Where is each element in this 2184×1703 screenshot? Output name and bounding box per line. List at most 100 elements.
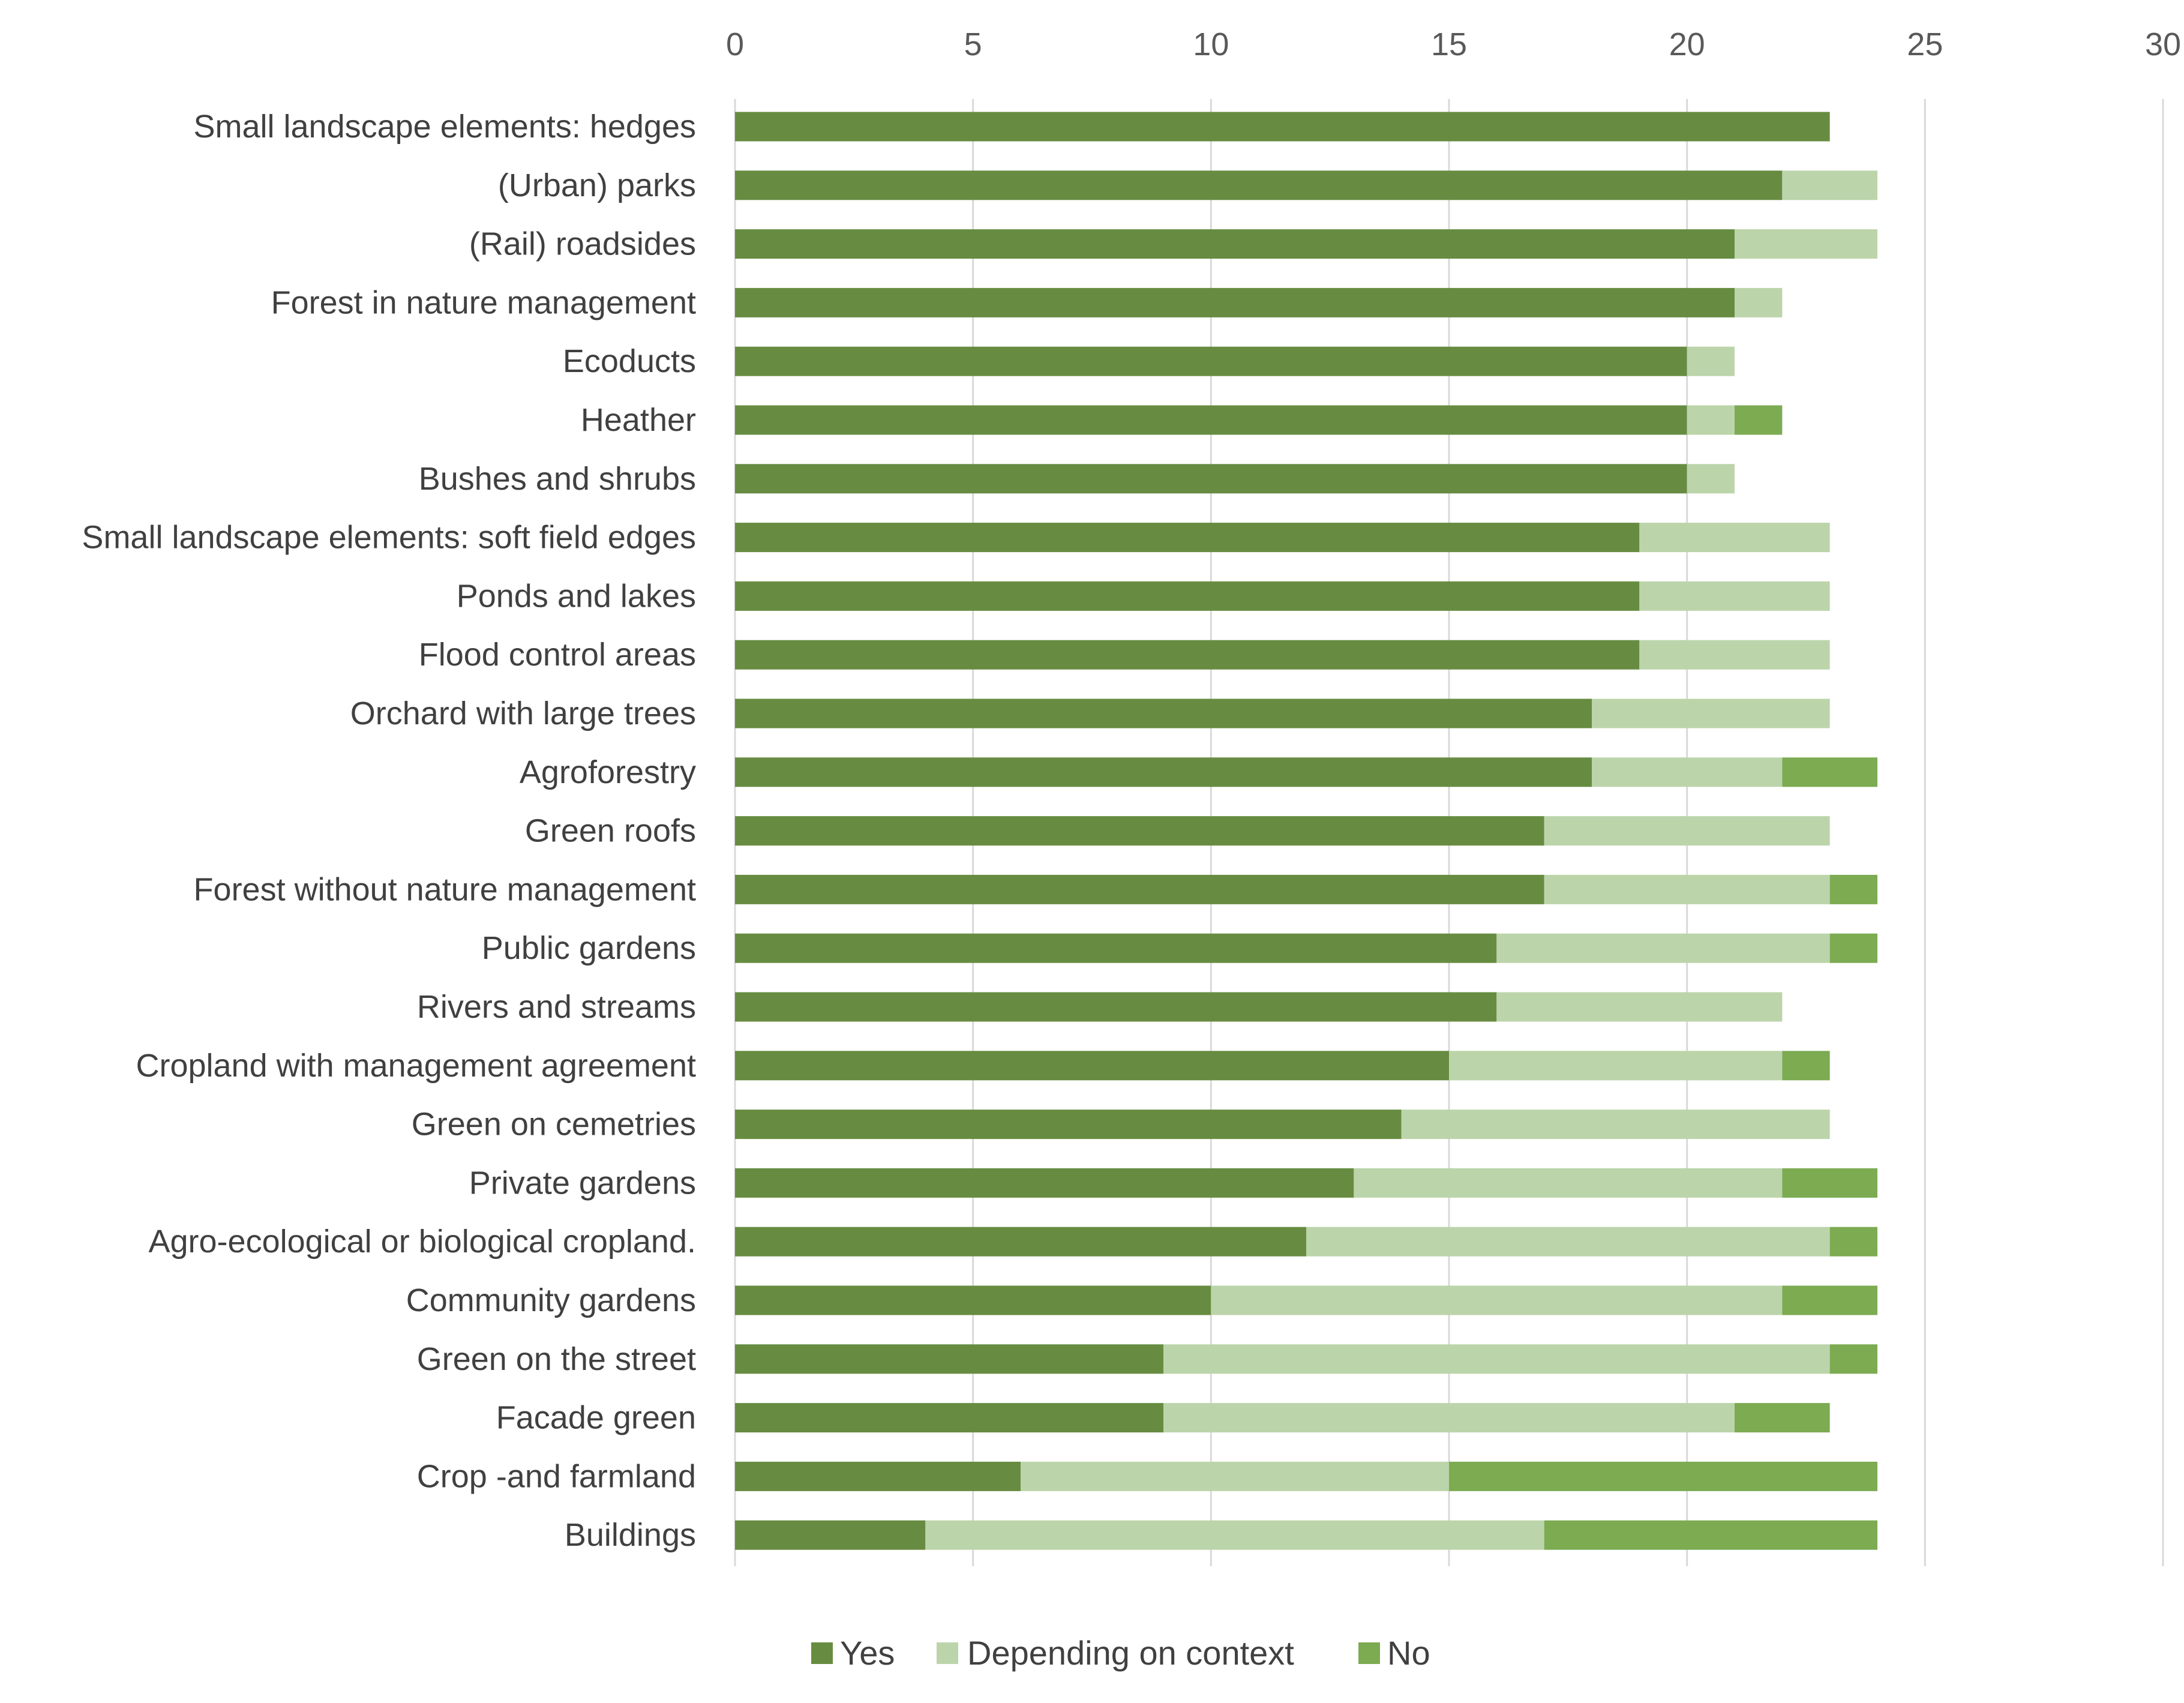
bar-segment-depending-on-context [1639,523,1830,553]
bar-segment-depending-on-context [1687,346,1735,376]
bar-segment-depending-on-context [1544,874,1830,904]
bar-segment-depending-on-context [1496,992,1783,1022]
bar-segment-no [1735,405,1783,435]
legend-label: Yes [840,1634,895,1672]
bar-segment-yes [735,581,1640,611]
x-tick-label: 15 [1431,26,1467,62]
category-label: Ponds and lakes [457,578,696,614]
bar-segment-yes [735,170,1783,200]
x-tick-label: 5 [964,26,982,62]
bar-segment-yes [735,874,1544,904]
bar-segment-depending-on-context [1592,757,1783,787]
bar-segment-yes [735,464,1687,494]
bar-segment-depending-on-context [1496,933,1830,963]
category-label: Private gardens [469,1165,696,1201]
bar-segment-depending-on-context [1639,581,1830,611]
bar-segment-no [1782,1168,1877,1198]
bar-segment-yes [735,933,1497,963]
category-label: Public gardens [482,930,696,966]
bar-segment-yes [735,287,1735,317]
category-label: Ecoducts [563,343,696,379]
x-tick-label: 0 [726,26,744,62]
bar-segment-no [1829,874,1877,904]
bar-segment-depending-on-context [1687,464,1735,494]
bar-segment-no [1782,1285,1877,1315]
x-tick-label: 20 [1669,26,1705,62]
bar-segment-depending-on-context [1211,1285,1783,1315]
category-label: Agro-ecological or biological cropland. [148,1224,696,1260]
bar-segment-depending-on-context [1687,405,1735,435]
category-label: Bushes and shrubs [419,461,696,497]
legend-swatch [1358,1642,1380,1664]
category-label: Heather [581,402,696,438]
bar-segment-depending-on-context [1306,1227,1830,1257]
legend-swatch [937,1642,958,1664]
bar-segment-no [1829,1227,1877,1257]
bar-segment-no [1544,1520,1877,1550]
bar-segment-yes [735,229,1735,259]
category-label: Crop -and farmland [417,1458,696,1494]
bar-segment-no [1829,933,1877,963]
x-tick-label: 10 [1193,26,1229,62]
x-tick-label: 25 [1907,26,1943,62]
bar-segment-yes [735,112,1830,142]
legend-label: Depending on context [967,1634,1294,1672]
category-labels: Small landscape elements: hedges (Urban) … [82,109,696,1553]
category-label: Facade green [496,1400,696,1436]
bar-segment-yes [735,405,1687,435]
category-label: Green on cemetries [412,1107,696,1143]
bar-segment-yes [735,1285,1211,1315]
bar-segment-yes [735,698,1592,728]
bar-segment-depending-on-context [1163,1403,1735,1433]
category-label: Small landscape elements: soft field edg… [82,520,696,556]
bar-segment-depending-on-context [1592,698,1830,728]
bar-segment-depending-on-context [925,1520,1544,1550]
category-label: (Rail) roadsides [469,226,696,262]
bar-segment-depending-on-context [1735,229,1877,259]
category-label: (Urban) parks [498,167,696,203]
category-label: Forest without nature management [194,871,696,907]
bar-segment-depending-on-context [1782,170,1877,200]
bar-segment-depending-on-context [1544,816,1830,846]
bar-segment-no [1449,1461,1877,1491]
x-tick-label: 30 [2145,26,2181,62]
bar-segment-yes [735,640,1640,670]
category-label: Cropland with management agreement [136,1048,696,1084]
category-label: Green roofs [525,813,696,849]
bar-segment-yes [735,1461,1021,1491]
bar-segment-yes [735,1051,1449,1081]
bar-segment-depending-on-context [1449,1051,1783,1081]
bar-segment-depending-on-context [1401,1110,1830,1140]
legend: Yes Depending on context No [811,1634,1430,1672]
legend-swatch [811,1642,833,1664]
category-label: Buildings [565,1517,696,1553]
category-label: Orchard with large trees [350,695,696,731]
category-label: Green on the street [417,1341,696,1377]
bar-segment-no [1735,1403,1830,1433]
bars [735,112,1877,1550]
bar-segment-yes [735,816,1544,846]
bar-segment-depending-on-context [1735,287,1783,317]
bar-segment-yes [735,757,1592,787]
bar-segment-yes [735,992,1497,1022]
bar-segment-depending-on-context [1021,1461,1449,1491]
category-label: Agroforestry [520,754,696,790]
bar-segment-no [1829,1344,1877,1374]
bar-segment-no [1782,1051,1830,1081]
bar-segment-yes [735,1520,926,1550]
bar-segment-yes [735,1168,1354,1198]
bar-segment-yes [735,1403,1163,1433]
category-label: Small landscape elements: hedges [193,109,696,145]
legend-label: No [1387,1634,1430,1672]
bar-segment-depending-on-context [1639,640,1830,670]
x-axis-ticks: 0 5 10 15 20 25 30 [726,26,2181,62]
category-label: Forest in nature management [271,284,696,320]
category-label: Rivers and streams [417,989,696,1025]
bar-segment-yes [735,523,1640,553]
bar-segment-depending-on-context [1354,1168,1783,1198]
bar-segment-yes [735,1110,1402,1140]
category-label: Flood control areas [419,637,696,673]
bar-segment-depending-on-context [1163,1344,1830,1374]
category-label: Community gardens [406,1282,696,1318]
